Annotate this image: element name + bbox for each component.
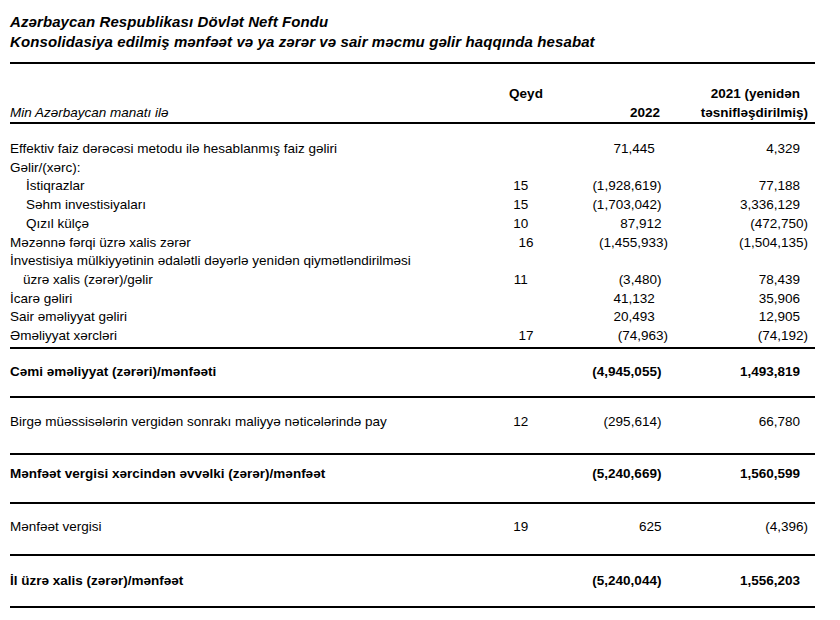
table-row: Sair əməliyyat gəliri 20,493 12,905 xyxy=(10,308,808,327)
year-2022-header: 2022 xyxy=(562,103,668,122)
row-value-2021: (4,396) xyxy=(669,518,808,537)
row-note: 10 xyxy=(485,215,556,234)
total-row: Mənfəət vergisi xərcindən əvvəlki (zərər… xyxy=(10,465,808,484)
year-2021-header-line2: təsnifləşdirilmiş) xyxy=(668,103,808,122)
units-note: Min Azərbaycan manatı ilə xyxy=(10,103,490,122)
row-label: Sair əməliyyat gəliri xyxy=(10,308,480,327)
row-label: Cəmi əməliyyat (zərəri)/mənfəəti xyxy=(10,363,485,382)
row-value-2022: 41,132 xyxy=(551,290,663,309)
row-value-2021: 77,188 xyxy=(661,177,808,196)
title-divider xyxy=(10,62,815,64)
year-2021-header-line1: 2021 (yenidən xyxy=(668,84,808,103)
row-label: Gəlir/(xərc): xyxy=(10,159,490,178)
pretax-total-section: Mənfəət vergisi xərcindən əvvəlki (zərər… xyxy=(10,455,808,502)
row-note: 11 xyxy=(485,271,556,290)
row-label-line2: üzrə xalis (zərər)/gəlir xyxy=(10,271,485,290)
row-label: Effektiv faiz dərəcəsi metodu ilə hesabl… xyxy=(10,140,480,159)
year-2022-header-cell: 2022 xyxy=(562,103,668,122)
row-value-2021: (472,750) xyxy=(669,215,808,234)
row-label: İstiqrazlar xyxy=(10,177,485,196)
table-row: Mənfəət vergisi 19 625 (4,396) xyxy=(10,518,808,537)
row-value-2021: (1,504,135) xyxy=(668,234,808,253)
row-value-2022: 71,445 xyxy=(551,140,663,159)
row-value-2021: 66,780 xyxy=(661,413,808,432)
row-label: Səhm investisiyaları xyxy=(10,196,485,215)
table-row: İcarə gəliri 41,132 35,906 xyxy=(10,290,808,309)
row-value-2021: 1,560,599 xyxy=(661,465,808,484)
table-row: İstiqrazlar 15 (1,928,619) 77,188 xyxy=(10,177,808,196)
table-row: Məzənnə fərqi üzrə xalis zərər 16 (1,455… xyxy=(10,234,808,253)
bottom-divider xyxy=(10,606,815,608)
row-label: Əməliyyat xərcləri xyxy=(10,327,490,346)
table-row: Effektiv faiz dərəcəsi metodu ilə hesabl… xyxy=(10,140,808,159)
row-label-line1: İnvestisiya mülkiyyətinin ədalətli dəyər… xyxy=(10,252,485,271)
table-row: Əməliyyat xərcləri 17 (74,963) (74,192) xyxy=(10,327,808,346)
row-value-2021: 1,556,203 xyxy=(661,572,808,591)
row-note: 19 xyxy=(485,518,556,537)
row-value-2022: (4,945,055) xyxy=(556,363,661,382)
row-value-2021: 3,336,129 xyxy=(661,196,808,215)
row-value-2022: (74,963) xyxy=(562,327,668,346)
table-row: Gəlir/(xərc): xyxy=(10,159,808,178)
row-value-2021: 78,439 xyxy=(661,271,808,290)
financial-statement-page: Azərbaycan Respublikası Dövlət Neft Fond… xyxy=(0,0,840,608)
row-label: İnvestisiya mülkiyyətinin ədalətli dəyər… xyxy=(10,252,485,289)
table-row: Birgə müəssisələrin vergidən sonrakı mal… xyxy=(10,413,808,432)
row-value-2022: (1,703,042) xyxy=(557,196,662,215)
row-value-2022: 20,493 xyxy=(551,308,663,327)
row-value-2022: 625 xyxy=(556,518,669,537)
row-value-2021: 1,493,819 xyxy=(661,363,808,382)
table-row: Səhm investisiyaları 15 (1,703,042) 3,33… xyxy=(10,196,808,215)
row-value-2022: 87,912 xyxy=(557,215,670,234)
row-label: İcarə gəliri xyxy=(10,290,480,309)
report-title: Konsolidasiya edilmiş mənfəət və ya zərə… xyxy=(10,32,840,52)
year-2021-header-cell: 2021 (yenidən təsnifləşdirilmiş) xyxy=(668,84,808,122)
row-label: İl üzrə xalis (zərər)/mənfəət xyxy=(10,572,485,591)
row-note: 12 xyxy=(485,413,556,432)
note-column-header-cell: Qeyd xyxy=(490,84,562,122)
row-label: Birgə müəssisələrin vergidən sonrakı mal… xyxy=(10,413,485,432)
row-value-2021: 35,906 xyxy=(663,290,808,309)
row-value-2022: (295,614) xyxy=(556,413,661,432)
total-row: İl üzrə xalis (zərər)/mənfəət (5,240,044… xyxy=(10,572,808,591)
row-value-2022: (5,240,044) xyxy=(556,572,661,591)
note-column-header: Qeyd xyxy=(490,84,562,103)
row-value-2021: (74,192) xyxy=(668,327,808,346)
row-note: 17 xyxy=(490,327,562,346)
row-note: 16 xyxy=(490,234,562,253)
table-column-headers: Min Azərbaycan manatı ilə Qeyd 2022 2021… xyxy=(10,84,808,122)
net-result-section: İl üzrə xalis (zərər)/mənfəət (5,240,044… xyxy=(10,556,808,607)
row-value-2021: 4,329 xyxy=(663,140,808,159)
row-value-2022: (1,455,933) xyxy=(562,234,668,253)
spacer xyxy=(490,103,562,122)
row-value-2022: (5,240,669) xyxy=(556,465,661,484)
org-name: Azərbaycan Respublikası Dövlət Neft Fond… xyxy=(10,12,840,32)
row-label: Mənfəət vergisi xərcindən əvvəlki (zərər… xyxy=(10,465,485,484)
row-label: Mənfəət vergisi xyxy=(10,518,485,537)
row-label: Qızıl külçə xyxy=(10,215,485,234)
units-header-cell: Min Azərbaycan manatı ilə xyxy=(10,103,490,122)
row-note: 15 xyxy=(485,196,556,215)
table-row: Qızıl külçə 10 87,912 (472,750) xyxy=(10,215,808,234)
table-row: İnvestisiya mülkiyyətinin ədalətli dəyər… xyxy=(10,252,808,289)
operating-total-section: Cəmi əməliyyat (zərəri)/mənfəəti (4,945,… xyxy=(10,349,808,397)
row-value-2022: (3,480) xyxy=(556,271,661,290)
row-value-2021: 12,905 xyxy=(663,308,808,327)
row-value-2022: (1,928,619) xyxy=(557,177,662,196)
row-note: 15 xyxy=(485,177,556,196)
joint-ventures-section: Birgə müəssisələrin vergidən sonrakı mal… xyxy=(10,398,808,453)
income-tax-section: Mənfəət vergisi 19 625 (4,396) xyxy=(10,504,808,554)
total-row: Cəmi əməliyyat (zərəri)/mənfəəti (4,945,… xyxy=(10,363,808,382)
row-label: Məzənnə fərqi üzrə xalis zərər xyxy=(10,234,490,253)
operating-items-section: Effektiv faiz dərəcəsi metodu ilə hesabl… xyxy=(10,124,808,347)
